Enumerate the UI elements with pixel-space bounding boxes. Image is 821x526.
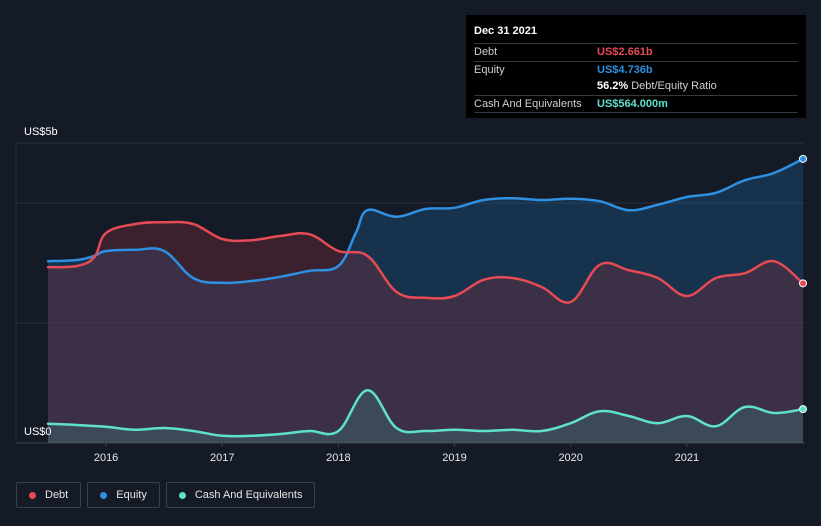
debt-line [46, 220, 805, 304]
cash-and-equivalents-area [48, 390, 803, 443]
legend-cash-label: Cash And Equivalents [194, 489, 303, 501]
legend-equity-toggle[interactable]: Equity [87, 482, 160, 508]
y-axis-bottom-label: US$0 [24, 426, 52, 438]
hover-tooltip: Dec 31 2021 Debt US$2.661b Equity US$4.7… [466, 15, 806, 118]
tooltip-debt-row: Debt US$2.661b [474, 43, 798, 61]
tooltip-equity-label: Equity [474, 63, 505, 76]
equity-dot-icon [100, 491, 108, 499]
tooltip-equity-value: US$4.736b [597, 63, 653, 76]
chart-legend: Debt Equity Cash And Equivalents [16, 482, 316, 508]
cash-and-equivalents-end-marker [799, 405, 807, 414]
series-lines [46, 157, 805, 438]
tooltip-ratio-value: 56.2% [597, 80, 629, 93]
legend-debt-toggle[interactable]: Debt [16, 482, 82, 508]
series-end-markers [799, 154, 807, 414]
x-tick-label: 2016 [94, 452, 118, 464]
cash-dot-icon [178, 491, 186, 499]
tooltip-ratio-label: Debt/Equity Ratio [631, 80, 717, 93]
series-areas [48, 158, 803, 443]
tooltip-date: Dec 31 2021 [474, 25, 537, 37]
x-axis-ticks: 2016 2017 2018 2019 2020 2021 [94, 443, 699, 464]
legend-equity-label: Equity [116, 489, 147, 501]
cash-and-equivalents-line [46, 388, 805, 438]
equity-line [46, 157, 805, 285]
tooltip-equity-row: Equity US$4.736b [474, 60, 798, 79]
legend-cash-toggle[interactable]: Cash And Equivalents [165, 482, 316, 508]
x-tick-label: 2021 [675, 452, 699, 464]
x-tick-label: 2018 [326, 452, 350, 464]
gridlines [15, 142, 805, 444]
tooltip-debt-value: US$2.661b [597, 46, 653, 59]
x-tick-label: 2017 [210, 452, 234, 464]
debt-end-marker [799, 279, 807, 288]
tooltip-cash-label: Cash And Equivalents [474, 97, 582, 110]
legend-debt-label: Debt [45, 489, 69, 501]
tooltip-cash-row: Cash And Equivalents US$564.000m [474, 94, 798, 113]
y-axis-top-label: US$5b [24, 126, 58, 138]
x-tick-label: 2019 [442, 452, 466, 464]
equity-area [48, 158, 803, 443]
debt-area [48, 221, 803, 443]
equity-end-marker [799, 154, 807, 163]
tooltip-debt-label: Debt [474, 46, 498, 59]
x-tick-label: 2020 [558, 452, 582, 464]
tooltip-cash-value: US$564.000m [597, 97, 668, 110]
debt-dot-icon [29, 491, 36, 499]
tooltip-ratio-row: 56.2% Debt/Equity Ratio [474, 78, 798, 95]
